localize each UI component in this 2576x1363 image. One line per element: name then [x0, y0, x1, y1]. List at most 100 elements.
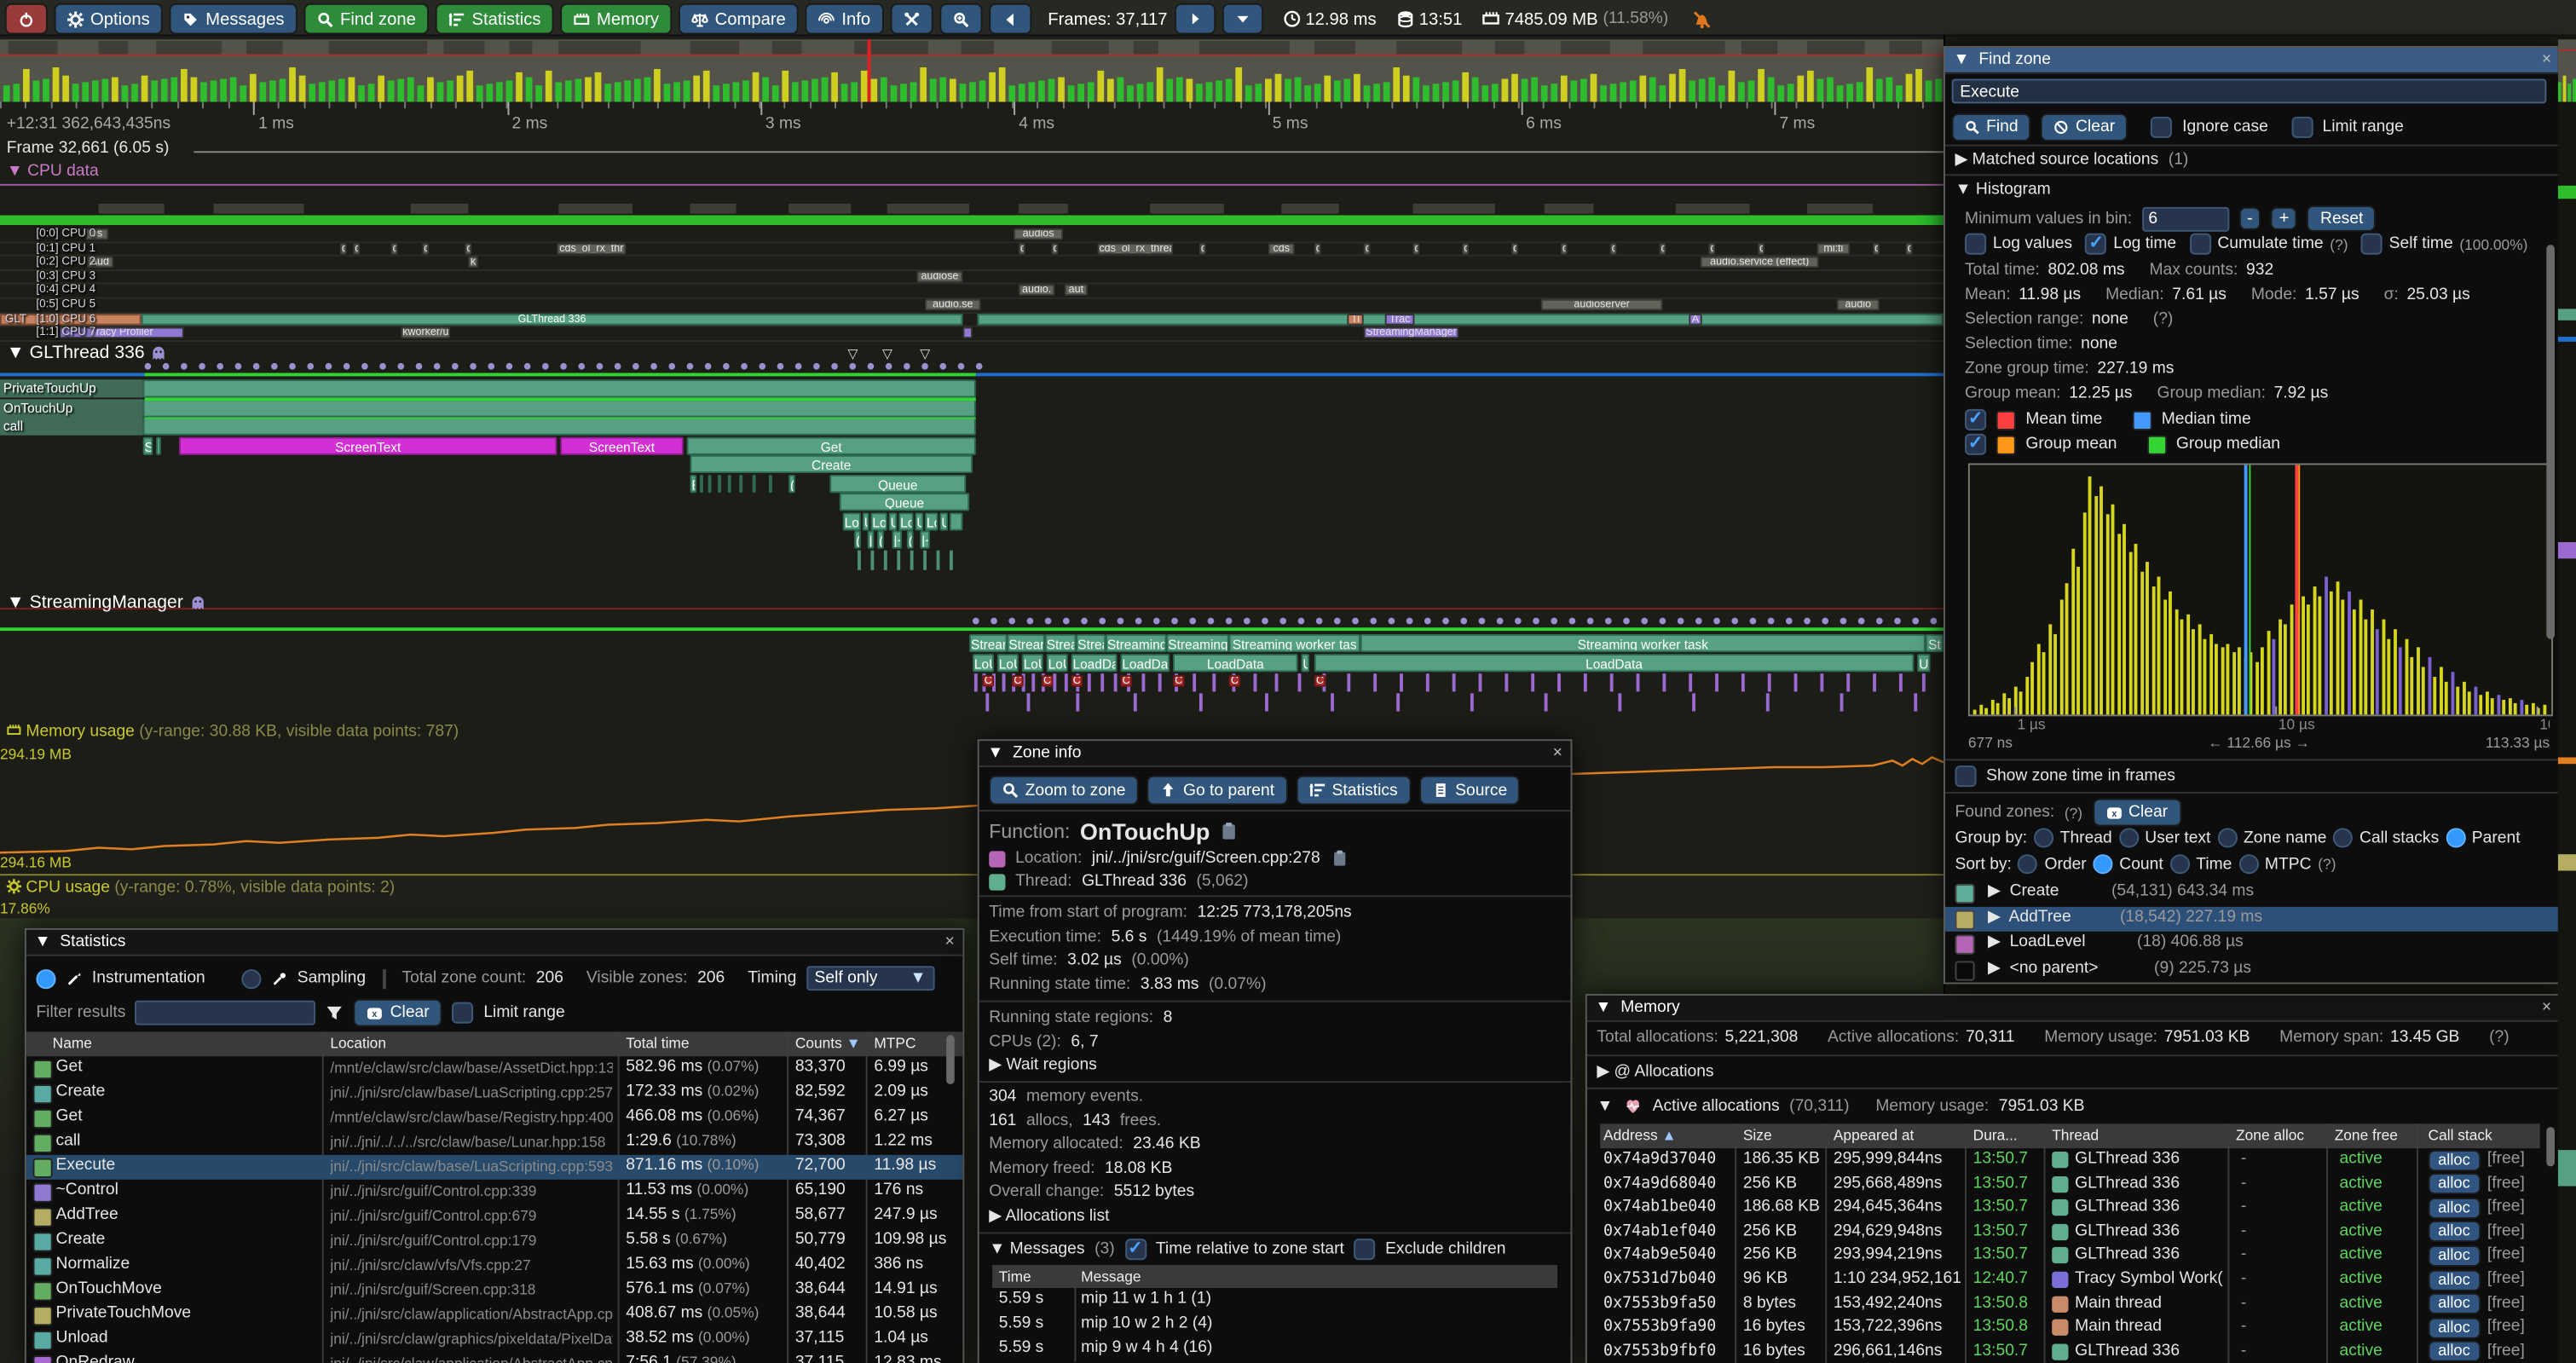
show-zone-time-checkbox[interactable]: [1955, 765, 1977, 788]
zone-info-button-statistics[interactable]: Statistics: [1296, 775, 1412, 806]
zone-bar-streaming[interactable]: Streaming: [1166, 633, 1229, 653]
streaming-section-header[interactable]: ▼ StreamingManager: [7, 593, 206, 613]
message-row[interactable]: 5.59 s mip 9 w 4 h 4 (16): [998, 1337, 1213, 1356]
toolbar-button-messages[interactable]: Messages: [169, 3, 297, 35]
memory-col-zone-alloc[interactable]: Zone alloc: [2236, 1127, 2305, 1144]
zone-info-button-go-to-parent[interactable]: Go to parent: [1146, 775, 1288, 806]
zone-bar-loaddata[interactable]: LoU: [996, 654, 1019, 673]
zone-bar-streaming[interactable]: Strear: [1007, 633, 1045, 653]
alloc-callstack-button[interactable]: alloc: [2428, 1173, 2481, 1195]
sampling-radio[interactable]: [241, 968, 262, 989]
instrumentation-radio[interactable]: [36, 968, 56, 989]
stats-scrollbar-thumb[interactable]: [946, 1035, 955, 1085]
zone-bar[interactable]: Loa: [842, 511, 861, 530]
stats-col-counts[interactable]: Counts ▼: [794, 1035, 861, 1052]
cpu-slice-glthread[interactable]: GLThread 336: [141, 313, 963, 325]
cpu-slice[interactable]: c: [1198, 242, 1206, 254]
zone-bar[interactable]: [700, 474, 703, 493]
cpu-slice[interactable]: c: [1659, 242, 1666, 254]
cpu-slice[interactable]: Tracy Profiler: [59, 326, 184, 339]
zone-c-mark[interactable]: C: [1041, 675, 1054, 687]
cpu-slice[interactable]: c: [1708, 242, 1716, 254]
zone-c-mark[interactable]: C: [1314, 675, 1326, 687]
cpu-slice[interactable]: os: [85, 228, 109, 240]
zone-bar[interactable]: S: [142, 436, 153, 454]
log-values-checkbox[interactable]: [1965, 233, 1987, 255]
memory-table-row[interactable]: 0x7553b9fbf0 16 bytes 296,661,146ns 13:5…: [1603, 1341, 2525, 1363]
cpu-slice[interactable]: cds_ol_rx_threa: [1097, 242, 1174, 254]
zone-bar[interactable]: Loa: [870, 511, 887, 530]
alloc-callstack-button[interactable]: alloc: [2428, 1245, 2481, 1267]
zone-c-mark[interactable]: C: [1173, 675, 1185, 687]
stats-table-row[interactable]: PrivateTouchMove jni/../jni/src/claw/app…: [26, 1302, 963, 1327]
cpu-slice[interactable]: c: [1412, 242, 1420, 254]
stats-table-row[interactable]: AddTree jni/../jni/src/guif/Control.cpp:…: [26, 1204, 963, 1229]
memory-table-row[interactable]: 0x7531d7b040 96 KB 1:10 234,952,161 12:4…: [1603, 1268, 2525, 1291]
cpu-slice[interactable]: audio: [1836, 298, 1880, 311]
zone-bar-loaddata[interactable]: U: [1917, 654, 1931, 673]
zone-bar[interactable]: Lo: [925, 511, 939, 530]
zone-bar[interactable]: (: [788, 474, 795, 493]
allocations-expander[interactable]: ▶ @ Allocations: [1597, 1062, 1714, 1082]
notifications-muted-icon[interactable]: [1691, 9, 1711, 29]
toolbar-button-memory[interactable]: Memory: [560, 3, 673, 35]
cpu-slice[interactable]: Trac: [1384, 313, 1415, 325]
found-zone-group-row[interactable]: ▶ AddTree (18,542) 227.19 ms: [1944, 905, 2560, 931]
cpu-slice[interactable]: c: [339, 242, 347, 254]
log-time-checkbox[interactable]: [2085, 232, 2107, 255]
cpu-slice[interactable]: Ti: [1347, 313, 1364, 325]
memory-table-row[interactable]: 0x74a9d37040 186.35 KB 295,999,844ns 13:…: [1603, 1149, 2525, 1171]
zone-bar-streaming[interactable]: Strea: [1076, 633, 1106, 653]
stats-table-row[interactable]: Create jni/../jni/src/claw/base/LuaScrip…: [26, 1081, 963, 1106]
zone-bar-loaddata[interactable]: LoadDaU: [1071, 654, 1118, 673]
timing-dropdown[interactable]: Self only ▼: [806, 966, 935, 991]
cpu-slice[interactable]: mi:ti: [1816, 242, 1851, 254]
stats-table-row[interactable]: Get /mnt/e/claw/src/claw/base/AssetDict.…: [26, 1056, 963, 1081]
found-zone-group-row[interactable]: ▶ <no parent> (9) 225.73 µs: [1945, 957, 2560, 982]
zone-bar[interactable]: ScreenText: [179, 436, 557, 454]
memory-table-row[interactable]: 0x74ab9e5040 256 KB 293,994,219ns 13:50.…: [1603, 1245, 2525, 1267]
cpu-slice[interactable]: c: [353, 242, 361, 254]
zone-bar[interactable]: Queue: [829, 474, 967, 493]
toolbar-button-tools[interactable]: [890, 3, 933, 35]
alloc-callstack-button[interactable]: alloc: [2428, 1221, 2481, 1243]
min-bin-input[interactable]: 6: [2141, 205, 2229, 231]
cpu-slice[interactable]: audio.service (effect): [1700, 257, 1819, 269]
memory-col-appeared-at[interactable]: Appeared at: [1833, 1127, 1915, 1144]
zone-bar[interactable]: Lo: [898, 511, 914, 530]
zone-bar[interactable]: |: [867, 530, 875, 549]
stats-table-row[interactable]: Unload jni/../jni/src/claw/graphics/pixe…: [26, 1327, 963, 1352]
self-time-checkbox[interactable]: [2360, 233, 2383, 255]
zone-bar[interactable]: E: [690, 474, 697, 493]
group-by-call-stacks[interactable]: [2333, 828, 2354, 848]
min-bin-increase-button[interactable]: +: [2270, 206, 2298, 230]
collapsed-zone-marker[interactable]: ▽: [920, 346, 931, 362]
zone-bar[interactable]: [727, 474, 731, 493]
zone-bar[interactable]: U: [862, 511, 869, 530]
toolbar-button-find-zone[interactable]: Find zone: [303, 3, 430, 35]
cpu-slice[interactable]: audioserver (AudioOut_D): [1540, 298, 1663, 311]
zone-bar[interactable]: Queue: [839, 493, 970, 511]
zone-bar[interactable]: [718, 474, 722, 493]
zone-bar[interactable]: (: [854, 530, 861, 549]
zone-bar-streaming[interactable]: Streaming worker task: [1360, 633, 1926, 653]
cpu-slice[interactable]: [0, 313, 142, 325]
memory-col-size[interactable]: Size: [1742, 1127, 1772, 1144]
collapsed-zone-marker[interactable]: ▽: [881, 346, 892, 362]
wait-regions-expander[interactable]: ▶ Wait regions: [989, 1056, 1097, 1075]
cpu-slice[interactable]: c: [1363, 242, 1371, 254]
alloc-callstack-button[interactable]: alloc: [2428, 1197, 2481, 1219]
toolbar-button-compare[interactable]: Compare: [679, 3, 800, 35]
zone-bar-streaming[interactable]: Stream: [969, 633, 1008, 653]
zone-c-mark[interactable]: C: [1228, 675, 1241, 687]
cpu-slice[interactable]: c: [1560, 242, 1568, 254]
cpu-usage-header[interactable]: CPU usage (y-range: 0.78%, visible data …: [6, 879, 396, 897]
memory-table-row[interactable]: 0x74ab1ef040 256 KB 294,629,948ns 13:50.…: [1603, 1221, 2525, 1243]
zone-bar[interactable]: Create: [690, 454, 973, 474]
cpu-slice[interactable]: cds_ol_rx_thr: [557, 242, 627, 254]
toolbar-button-next-frame[interactable]: [1174, 3, 1216, 35]
cpu-slice[interactable]: aut: [1064, 285, 1088, 297]
cpu-slice[interactable]: c: [1511, 242, 1518, 254]
exclude-children-checkbox[interactable]: [1354, 1238, 1376, 1260]
memory-col-dura-[interactable]: Dura...: [1972, 1127, 2018, 1144]
